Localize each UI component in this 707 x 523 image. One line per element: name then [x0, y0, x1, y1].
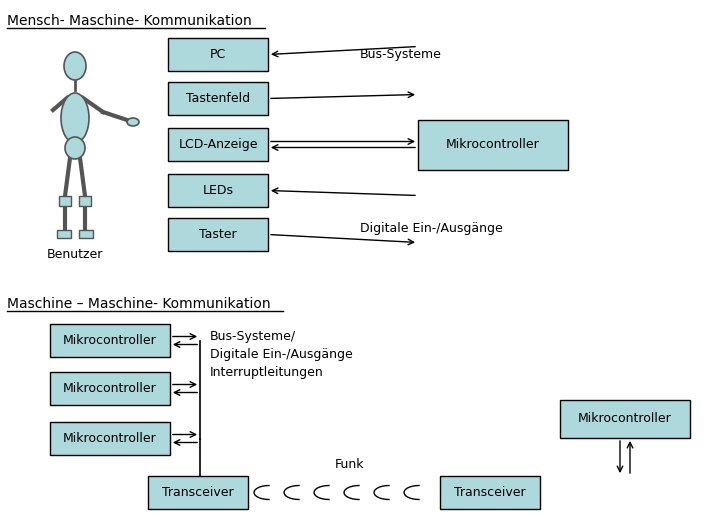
Text: Mikrocontroller: Mikrocontroller [63, 432, 157, 445]
FancyBboxPatch shape [168, 128, 268, 161]
FancyBboxPatch shape [440, 476, 540, 509]
FancyBboxPatch shape [168, 82, 268, 115]
Text: Funk: Funk [335, 458, 365, 471]
FancyBboxPatch shape [418, 120, 568, 170]
FancyBboxPatch shape [59, 196, 71, 206]
FancyBboxPatch shape [57, 230, 71, 238]
FancyBboxPatch shape [50, 324, 170, 357]
FancyBboxPatch shape [79, 230, 93, 238]
FancyBboxPatch shape [560, 400, 690, 438]
Text: Bus-Systeme/
Digitale Ein-/Ausgänge
Interruptleitungen: Bus-Systeme/ Digitale Ein-/Ausgänge Inte… [210, 330, 353, 379]
Text: Bus-Systeme: Bus-Systeme [360, 48, 442, 61]
FancyBboxPatch shape [50, 422, 170, 455]
Text: Mikrocontroller: Mikrocontroller [63, 382, 157, 395]
FancyBboxPatch shape [50, 372, 170, 405]
Text: Transceiver: Transceiver [454, 486, 526, 499]
FancyBboxPatch shape [79, 196, 91, 206]
Text: Taster: Taster [199, 228, 237, 241]
Ellipse shape [127, 118, 139, 126]
Text: Digitale Ein-/Ausgänge: Digitale Ein-/Ausgänge [360, 222, 503, 235]
Text: Maschine – Maschine- Kommunikation: Maschine – Maschine- Kommunikation [7, 297, 271, 311]
Text: Benutzer: Benutzer [47, 248, 103, 261]
Text: Mikrocontroller: Mikrocontroller [578, 413, 672, 426]
Text: Mensch- Maschine- Kommunikation: Mensch- Maschine- Kommunikation [7, 14, 252, 28]
Ellipse shape [64, 52, 86, 80]
Text: LEDs: LEDs [202, 184, 233, 197]
Text: Mikrocontroller: Mikrocontroller [446, 139, 540, 152]
Text: Tastenfeld: Tastenfeld [186, 92, 250, 105]
FancyBboxPatch shape [168, 38, 268, 71]
Ellipse shape [65, 137, 85, 159]
FancyBboxPatch shape [168, 174, 268, 207]
FancyBboxPatch shape [148, 476, 248, 509]
FancyBboxPatch shape [168, 218, 268, 251]
Text: Mikrocontroller: Mikrocontroller [63, 334, 157, 347]
Text: LCD-Anzeige: LCD-Anzeige [178, 138, 258, 151]
Text: Transceiver: Transceiver [162, 486, 234, 499]
Text: PC: PC [210, 48, 226, 61]
Ellipse shape [61, 93, 89, 143]
